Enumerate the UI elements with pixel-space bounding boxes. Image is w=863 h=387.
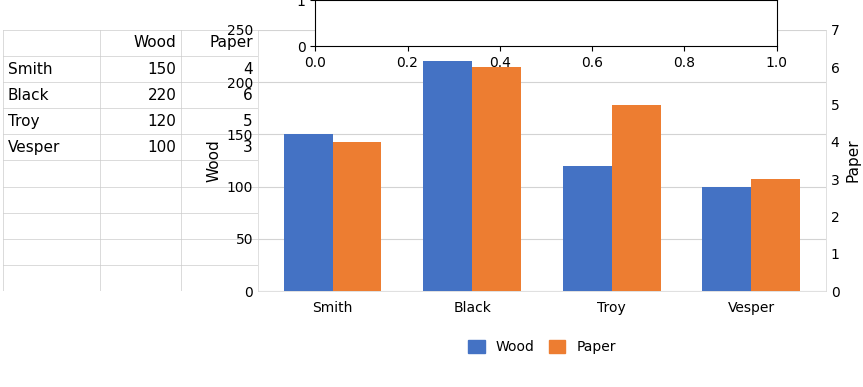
Text: Black: Black (8, 88, 49, 103)
Legend: Wood, Paper: Wood, Paper (463, 335, 621, 360)
Text: Smith: Smith (8, 62, 53, 77)
Text: Vesper: Vesper (8, 140, 60, 155)
Bar (612, 104, 660, 291)
Text: Wood: Wood (134, 36, 176, 50)
Y-axis label: Paper: Paper (845, 139, 860, 182)
Bar (752, 179, 800, 291)
Bar (332, 142, 381, 291)
Title: Chart Title: Chart Title (488, 3, 596, 23)
Text: 120: 120 (148, 114, 176, 129)
Y-axis label: Wood: Wood (206, 139, 221, 182)
Bar (563, 166, 612, 291)
Bar (702, 187, 752, 291)
Bar (472, 67, 521, 291)
Text: Paper: Paper (209, 36, 253, 50)
Bar (424, 61, 472, 291)
Text: 6: 6 (243, 88, 253, 103)
Text: Troy: Troy (8, 114, 40, 129)
Text: 220: 220 (148, 88, 176, 103)
Bar (284, 134, 332, 291)
Text: 150: 150 (148, 62, 176, 77)
Text: 3: 3 (243, 140, 253, 155)
Text: 100: 100 (148, 140, 176, 155)
Text: 5: 5 (243, 114, 253, 129)
Text: 4: 4 (243, 62, 253, 77)
